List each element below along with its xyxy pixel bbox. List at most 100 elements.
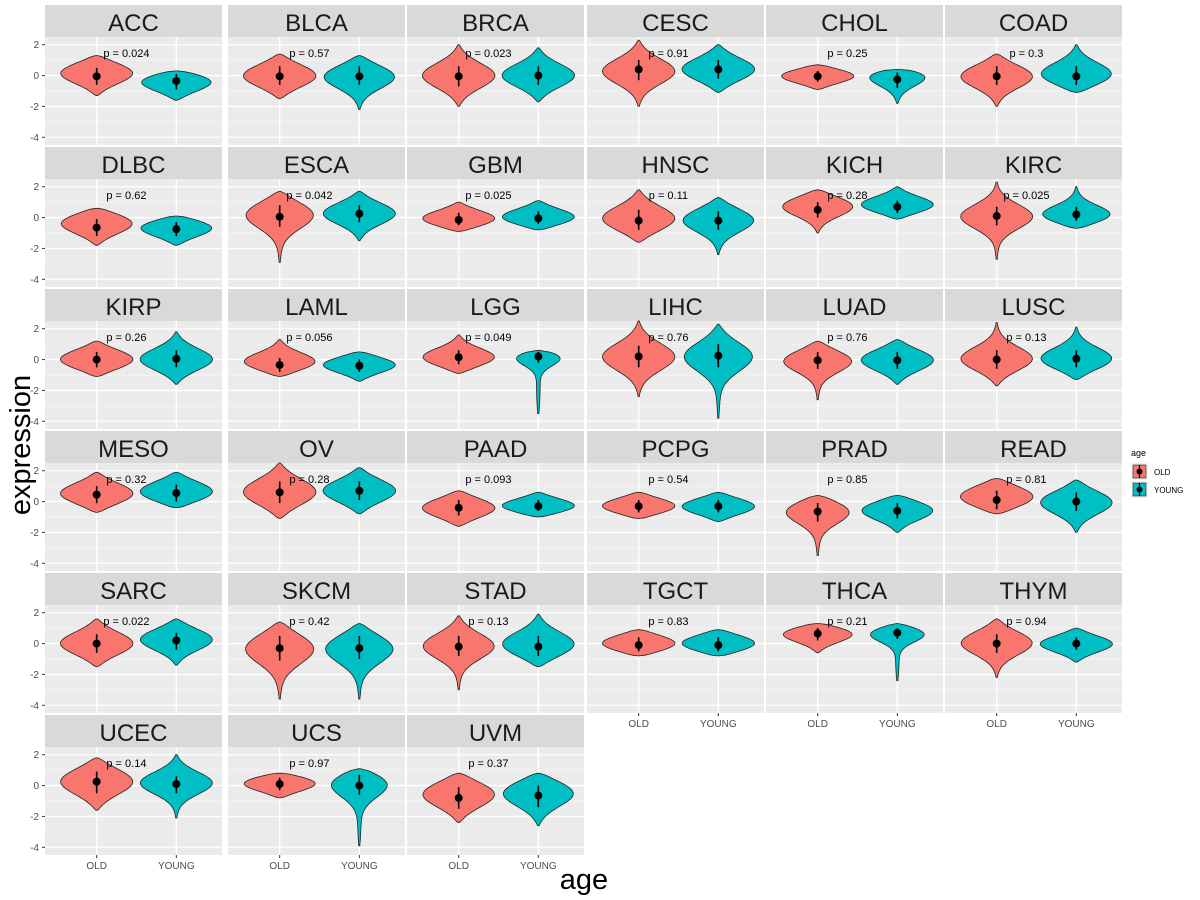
- facet-label: PCPG: [641, 436, 709, 463]
- facet-ucs: UCS p = 0.97 OLD YOUNG: [228, 715, 405, 872]
- median-point-old: [813, 356, 822, 365]
- facet-strip: [45, 147, 222, 179]
- p-value-label: p = 0.91: [648, 48, 688, 60]
- facet-uvm: UVM p = 0.37 OLD YOUNG: [407, 715, 584, 872]
- median-point-young: [1072, 639, 1081, 648]
- median-point-young: [893, 202, 902, 211]
- facet-lihc: LIHC p = 0.76: [587, 289, 764, 429]
- x-tick-label: YOUNG: [879, 719, 916, 730]
- facet-strip: [587, 5, 764, 37]
- violin-old: [245, 621, 315, 700]
- median-point-old: [92, 355, 101, 364]
- p-value-label: p = 0.3: [1009, 48, 1043, 60]
- facet-label: UCS: [291, 720, 342, 747]
- x-tick-label: YOUNG: [1058, 719, 1095, 730]
- facet-label: SKCM: [282, 578, 351, 605]
- facet-label: LGG: [470, 294, 521, 321]
- p-value-label: p = 0.28: [827, 190, 867, 202]
- y-tick-label: -4: [30, 559, 39, 570]
- facet-dlbc: DLBC p = 0.62 2 0 -2 -4: [30, 147, 222, 287]
- facet-cesc: CESC p = 0.91: [587, 5, 764, 145]
- median-point-young: [893, 628, 902, 637]
- median-point-old: [454, 215, 463, 224]
- facet-label: SARC: [100, 578, 167, 605]
- median-point-young: [1072, 497, 1081, 506]
- p-value-label: p = 0.54: [648, 474, 688, 486]
- y-tick-label: 0: [33, 213, 39, 224]
- median-point-old: [92, 490, 101, 499]
- facet-strip: [766, 573, 943, 605]
- median-point-old: [454, 793, 463, 802]
- median-point-old: [275, 72, 284, 81]
- y-tick-label: 0: [33, 71, 39, 82]
- facet-label: KICH: [826, 152, 883, 179]
- median-point-old: [634, 641, 643, 650]
- facet-label: UCEC: [99, 720, 167, 747]
- median-point-old: [275, 780, 284, 789]
- facet-paad: PAAD p = 0.093: [407, 431, 584, 571]
- p-value-label: p = 0.11: [649, 190, 688, 202]
- legend-entry-label: OLD: [1154, 468, 1171, 477]
- p-value-label: p = 0.025: [465, 190, 511, 202]
- y-tick-label: -4: [30, 701, 39, 712]
- y-tick-label: 2: [33, 324, 39, 335]
- facet-blca: BLCA p = 0.57: [228, 5, 405, 145]
- facet-strip: [945, 147, 1122, 179]
- p-value-label: p = 0.62: [106, 190, 146, 202]
- facet-label: BLCA: [285, 10, 348, 37]
- facet-panels: ACC p = 0.024 2 0 -2 -4 BLCA p = 0.57 BRCA p = 0.…: [30, 5, 1122, 872]
- x-tick-label: OLD: [86, 861, 107, 872]
- legend-key-point: [1136, 486, 1143, 493]
- y-tick-label: -2: [30, 244, 39, 255]
- y-tick-label: 0: [33, 781, 39, 792]
- median-point-young: [714, 502, 723, 511]
- median-point-old: [275, 360, 284, 369]
- p-value-label: p = 0.26: [106, 332, 146, 344]
- facet-label: DLBC: [101, 152, 165, 179]
- x-tick-label: OLD: [986, 719, 1007, 730]
- facet-strip: [228, 431, 405, 463]
- legend: age OLD YOUNG: [1131, 448, 1183, 498]
- median-point-young: [714, 216, 723, 225]
- y-tick-label: 0: [33, 355, 39, 366]
- p-value-label: p = 0.049: [465, 332, 511, 344]
- violin-old: [785, 495, 850, 556]
- facet-luad: LUAD p = 0.76: [766, 289, 943, 429]
- facet-prad: PRAD p = 0.85: [766, 431, 943, 571]
- p-value-label: p = 0.25: [827, 48, 867, 60]
- p-value-label: p = 0.32: [106, 474, 146, 486]
- y-tick-label: -4: [30, 843, 39, 854]
- p-value-label: p = 0.81: [1006, 474, 1046, 486]
- violin-young: [325, 623, 394, 700]
- median-point-young: [355, 644, 364, 653]
- p-value-label: p = 0.022: [103, 616, 149, 628]
- p-value-label: p = 0.85: [827, 474, 867, 486]
- facet-stad: STAD p = 0.13: [407, 573, 584, 713]
- median-point-young: [172, 76, 181, 85]
- facet-strip: [587, 147, 764, 179]
- p-value-label: p = 0.14: [106, 758, 146, 770]
- facet-thca: THCA p = 0.21 OLD YOUNG: [766, 573, 943, 730]
- facet-label: THCA: [822, 578, 887, 605]
- facet-strip: [587, 573, 764, 605]
- facet-tgct: TGCT p = 0.83 OLD YOUNG: [587, 573, 764, 730]
- facet-kirp: KIRP p = 0.26 2 0 -2 -4: [30, 289, 222, 429]
- median-point-young: [534, 352, 543, 361]
- median-point-old: [92, 777, 101, 786]
- facet-ov: OV p = 0.28: [228, 431, 405, 571]
- facet-label: PRAD: [821, 436, 888, 463]
- facet-hnsc: HNSC p = 0.11: [587, 147, 764, 287]
- median-point-young: [172, 636, 181, 645]
- facet-strip: [587, 431, 764, 463]
- facet-esca: ESCA p = 0.042: [228, 147, 405, 287]
- median-point-old: [634, 216, 643, 225]
- y-tick-label: 2: [33, 750, 39, 761]
- facet-strip: [766, 431, 943, 463]
- facet-pcpg: PCPG p = 0.54: [587, 431, 764, 571]
- violin-young: [516, 349, 561, 414]
- facet-label: OV: [299, 436, 334, 463]
- facet-lgg: LGG p = 0.049: [407, 289, 584, 429]
- p-value-label: p = 0.28: [289, 474, 329, 486]
- x-tick-label: OLD: [448, 861, 469, 872]
